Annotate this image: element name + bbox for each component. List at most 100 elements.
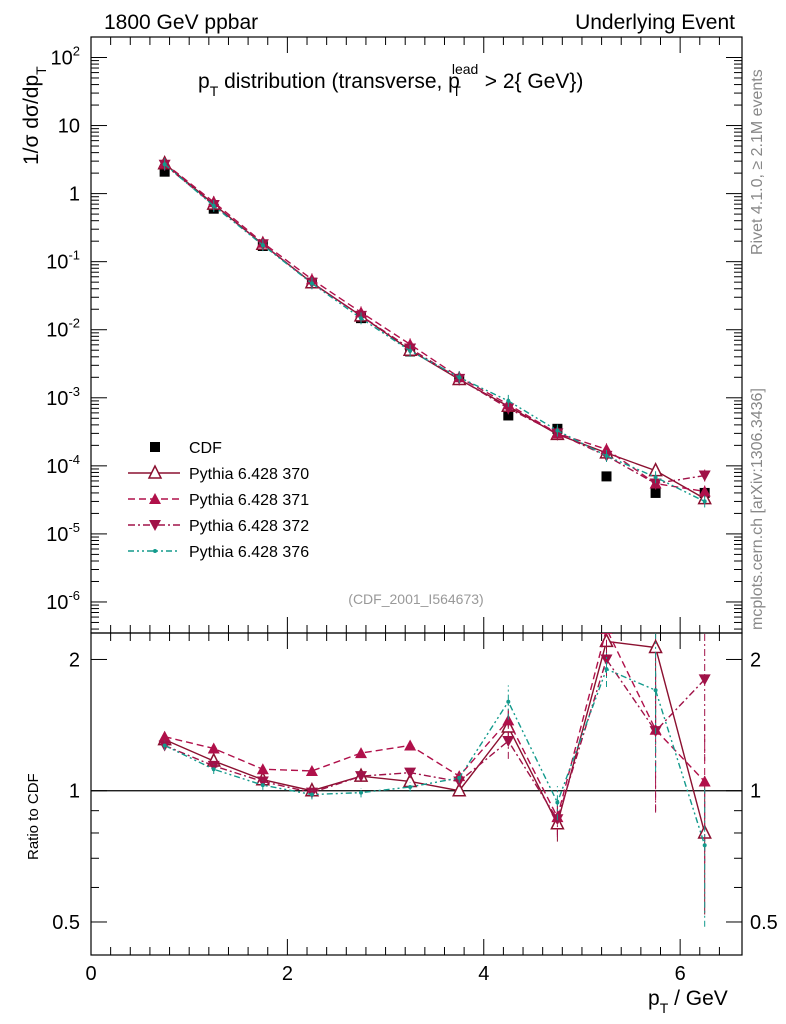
ratio-point: [604, 667, 609, 672]
x-tick-label: 0: [85, 963, 96, 985]
ratio-axes: 0 2 4 6 0.5 0.5 1 1 2 2: [52, 633, 778, 985]
ratio-point: [451, 782, 467, 797]
data-point: [653, 475, 658, 480]
ratio-point: [502, 736, 515, 748]
data-point: [698, 470, 711, 482]
y-tick-label: 10: [58, 116, 80, 138]
ratio-line: [164, 657, 706, 821]
ratio-y-axis-title: Ratio to CDF: [25, 773, 42, 860]
data-point: [159, 166, 170, 177]
ratio-y-tick-label-right: 0.5: [750, 912, 778, 934]
y-tick-label: 10-6: [46, 588, 80, 614]
ratio-point: [600, 633, 613, 634]
data-point: [506, 398, 511, 403]
ratio-line: [164, 640, 706, 834]
header-right-label: Underlying Event: [575, 11, 735, 34]
data-point: [698, 485, 711, 497]
legend-item-2: Pythia 6.428 371: [128, 492, 309, 509]
ratio-point: [359, 790, 364, 795]
y-tick-label: 10-5: [46, 520, 80, 546]
ratio-y-tick-label: 1: [69, 781, 80, 803]
svg-text:1/σ dσ/dpT: 1/σ dσ/dpT: [20, 66, 49, 165]
data-point: [162, 162, 167, 167]
y-tick-label: 1: [69, 184, 80, 206]
series-line: [164, 163, 705, 503]
series-3: [158, 158, 711, 490]
ratio-point: [404, 767, 417, 779]
legend-label: Pythia 6.428 376: [189, 544, 309, 561]
y-tick-label: 10-2: [46, 316, 80, 342]
series-4: [162, 158, 707, 508]
series-0: [159, 166, 710, 498]
main-y-axis: 10-6 10-5 10-4 10-3 10-2 10-1 1 10 102: [46, 36, 742, 633]
series-1: [157, 155, 712, 505]
legend-item-1: Pythia 6.428 370: [128, 464, 309, 483]
ratio-point: [211, 767, 216, 772]
ratio-point: [457, 775, 462, 780]
data-point: [650, 487, 661, 498]
rivet-version-label: Rivet 4.1.0, ≥ 2.1M events: [749, 69, 766, 255]
ratio-plot-series: [157, 633, 712, 927]
x-tick-label: 2: [282, 963, 293, 985]
legend-marker: [149, 493, 161, 504]
legend-item-0: CDF: [150, 440, 222, 457]
ratio-point: [305, 764, 318, 776]
data-point: [309, 281, 314, 286]
ratio-point: [162, 743, 167, 748]
ratio-point: [555, 800, 560, 805]
ratio-series-0: [157, 633, 712, 915]
ratio-point: [309, 792, 314, 797]
ratio-series-1: [158, 633, 711, 864]
legend-item-4: Pythia 6.428 376: [128, 544, 309, 561]
main-plot-series: [157, 155, 712, 508]
main-plot-title: pT distribution (transverse, plead T > 2{…: [198, 61, 583, 99]
svg-text:pT / GeV: pT / GeV: [648, 987, 728, 1016]
data-point: [457, 375, 462, 380]
ratio-point: [256, 763, 269, 775]
legend: CDF Pythia 6.428 370 Pythia 6.428 371 Pythi…: [128, 440, 309, 561]
legend-label: Pythia 6.428 372: [189, 518, 309, 535]
header-left-label: 1800 GeV ppbar: [104, 11, 258, 34]
series-line: [164, 164, 705, 485]
ratio-line: [164, 633, 706, 820]
ratio-point: [506, 699, 511, 704]
legend-label: CDF: [189, 440, 222, 457]
data-point: [502, 403, 515, 415]
legend-marker: [147, 464, 163, 479]
ratio-point: [502, 714, 515, 726]
series-line: [164, 162, 705, 493]
ratio-plot-frame: [90, 632, 743, 956]
y-tick-label: 10-3: [46, 384, 80, 410]
data-point: [649, 478, 662, 490]
ratio-point: [158, 730, 171, 742]
ratio-y-tick-label: 2: [69, 649, 80, 671]
ratio-point: [653, 688, 658, 693]
ratio-point: [207, 742, 220, 754]
mcplots-label: mcplots.cern.ch [arXiv:1306.3436]: [749, 388, 766, 630]
y-tick-label: 10-1: [46, 248, 80, 274]
main-y-axis-title: 1/σ dσ/dpT: [20, 66, 49, 165]
ratio-y-tick-label-right: 1: [750, 781, 761, 803]
ratio-y-tick-label-right: 2: [750, 649, 761, 671]
legend-label: Pythia 6.428 370: [189, 466, 309, 483]
series-line: [164, 163, 706, 500]
ratio-point: [404, 739, 417, 751]
data-point: [601, 471, 612, 482]
series-2: [158, 157, 711, 498]
legend-item-3: Pythia 6.428 372: [128, 518, 309, 535]
ratio-point: [600, 654, 613, 666]
data-point: [702, 499, 707, 504]
ratio-point: [260, 783, 265, 788]
ratio-y-tick-label: 0.5: [52, 912, 80, 934]
data-point: [555, 428, 560, 433]
legend-marker: [150, 442, 160, 452]
ratio-point: [256, 776, 269, 788]
data-point: [604, 453, 609, 458]
ratio-point: [702, 843, 707, 848]
data-point: [260, 243, 265, 248]
x-tick-label: 6: [675, 963, 686, 985]
ratio-point: [355, 747, 368, 759]
x-tick-label: 4: [478, 963, 489, 985]
data-point: [503, 410, 514, 421]
